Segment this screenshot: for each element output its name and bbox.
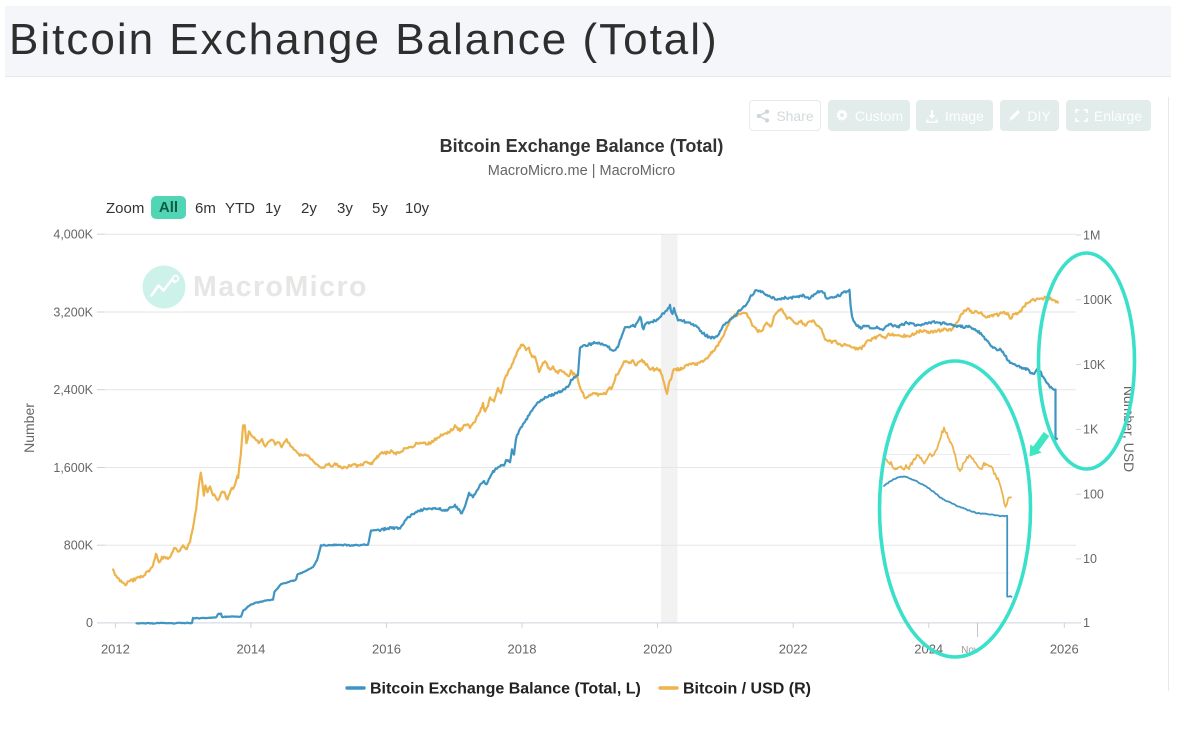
svg-text:10: 10 [1083, 552, 1097, 566]
svg-text:Nov: Nov [961, 645, 979, 656]
svg-text:100K: 100K [1083, 293, 1113, 307]
svg-text:100: 100 [1083, 488, 1104, 502]
svg-text:2020: 2020 [643, 642, 672, 657]
svg-text:2022: 2022 [779, 642, 808, 657]
svg-text:1M: 1M [1083, 228, 1100, 242]
svg-text:2016: 2016 [372, 642, 401, 657]
svg-text:4,000K: 4,000K [53, 228, 93, 242]
svg-text:Number, USD: Number, USD [1121, 386, 1137, 472]
svg-text:800K: 800K [64, 539, 94, 553]
svg-text:2012: 2012 [101, 642, 130, 657]
svg-text:2018: 2018 [508, 642, 537, 657]
svg-text:3,200K: 3,200K [53, 305, 93, 319]
svg-text:10K: 10K [1083, 358, 1106, 372]
svg-text:Bitcoin Exchange Balance (Tota: Bitcoin Exchange Balance (Total, L) [370, 681, 641, 698]
svg-text:2014: 2014 [236, 642, 265, 657]
svg-text:2,400K: 2,400K [53, 383, 93, 397]
svg-text:1,600K: 1,600K [53, 461, 93, 475]
svg-text:0: 0 [86, 616, 93, 630]
svg-text:2026: 2026 [1050, 642, 1079, 657]
svg-text:Number: Number [21, 403, 37, 453]
svg-text:1K: 1K [1083, 423, 1099, 437]
svg-text:MacroMicro: MacroMicro [193, 271, 368, 303]
svg-text:1: 1 [1083, 616, 1090, 630]
svg-text:Bitcoin / USD (R): Bitcoin / USD (R) [683, 681, 811, 698]
